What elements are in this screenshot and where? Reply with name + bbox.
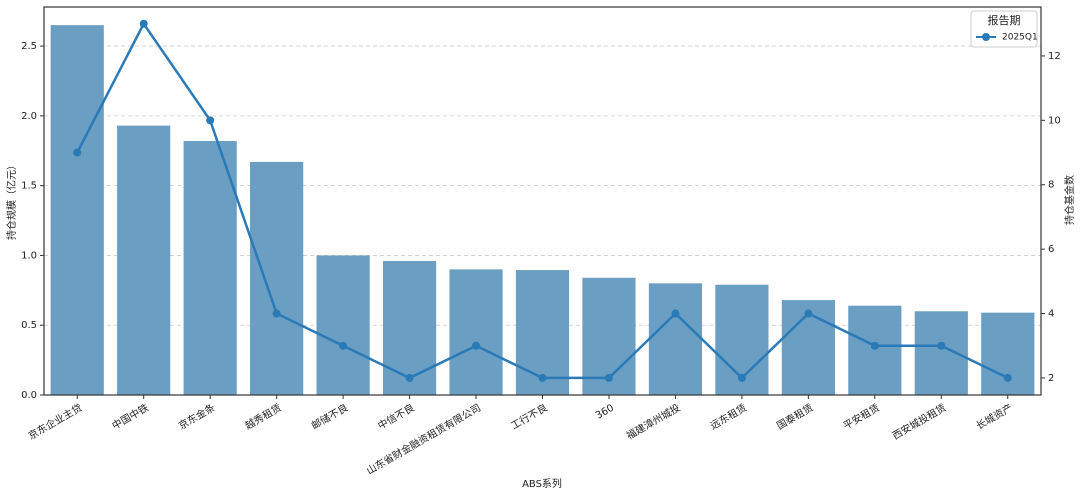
y-tick-label: 1.5 bbox=[21, 181, 37, 192]
bar bbox=[648, 283, 703, 395]
x-tick-label: 国泰租赁 bbox=[774, 401, 815, 432]
x-tick-label: 中信不良 bbox=[375, 401, 416, 432]
x-tick-label: 福建漳州城投 bbox=[624, 401, 682, 442]
x-tick-label: 远东租赁 bbox=[708, 401, 749, 432]
line-point bbox=[73, 148, 82, 157]
bar bbox=[981, 312, 1035, 395]
y-tick-label: 2.5 bbox=[21, 41, 37, 52]
y-tick-label: 2.0 bbox=[21, 111, 37, 122]
y-axis-label: 持仓规模（亿元） bbox=[5, 160, 18, 240]
line-point bbox=[405, 373, 414, 382]
x-tick-label: 平安租赁 bbox=[841, 401, 882, 432]
y2-tick-label: 12 bbox=[1048, 51, 1061, 62]
bar bbox=[183, 140, 237, 395]
bar bbox=[848, 305, 902, 395]
legend-title: 报告期 bbox=[988, 13, 1021, 27]
bar bbox=[449, 269, 503, 395]
line-point bbox=[804, 309, 813, 318]
x-tick-label: 长城资产 bbox=[974, 401, 1015, 432]
line-point bbox=[737, 373, 746, 382]
x-tick-label: 中国中铁 bbox=[110, 401, 151, 432]
line-point bbox=[339, 341, 348, 350]
y2-tick-label: 6 bbox=[1048, 244, 1054, 255]
line-point bbox=[870, 341, 879, 350]
x-tick-label: 360 bbox=[594, 403, 616, 422]
x-tick-label: 京东企业主贷 bbox=[26, 401, 84, 442]
bar bbox=[382, 261, 437, 395]
line-point bbox=[937, 341, 946, 350]
bar bbox=[250, 161, 304, 395]
line-point bbox=[604, 373, 613, 382]
line-point bbox=[472, 341, 481, 350]
bar bbox=[316, 255, 370, 395]
line-point bbox=[671, 309, 680, 318]
x-axis-label: ABS系列 bbox=[522, 477, 562, 490]
x-tick-label: 山东省财金融资租赁有限公司 bbox=[364, 401, 483, 477]
x-tick-label: 工行不良 bbox=[508, 401, 549, 432]
y2-tick-label: 8 bbox=[1048, 180, 1054, 191]
bar bbox=[50, 25, 104, 395]
line-point bbox=[139, 19, 148, 28]
x-tick-label: 西安城投租赁 bbox=[890, 401, 948, 442]
y-tick-label: 1.0 bbox=[21, 250, 37, 261]
line-point bbox=[272, 309, 281, 318]
line-point bbox=[1003, 373, 1012, 382]
y2-tick-label: 2 bbox=[1048, 373, 1054, 384]
x-tick-label: 京东金条 bbox=[176, 401, 217, 432]
y-tick-label: 0.0 bbox=[21, 390, 37, 401]
plot-frame bbox=[43, 6, 1042, 396]
line-point bbox=[538, 373, 547, 382]
x-tick-label: 邮储不良 bbox=[309, 401, 350, 432]
y2-tick-label: 10 bbox=[1048, 115, 1061, 126]
y2-axis-label: 持仓基金数 bbox=[1063, 175, 1076, 225]
line-point bbox=[206, 116, 215, 125]
y-tick-label: 0.5 bbox=[21, 320, 37, 331]
y2-tick-label: 4 bbox=[1048, 309, 1054, 320]
x-tick-label: 越秀租赁 bbox=[242, 401, 283, 432]
legend-label: 2025Q1 bbox=[1002, 33, 1038, 43]
bar bbox=[914, 311, 968, 395]
bar bbox=[117, 125, 171, 396]
legend-marker bbox=[982, 33, 990, 41]
